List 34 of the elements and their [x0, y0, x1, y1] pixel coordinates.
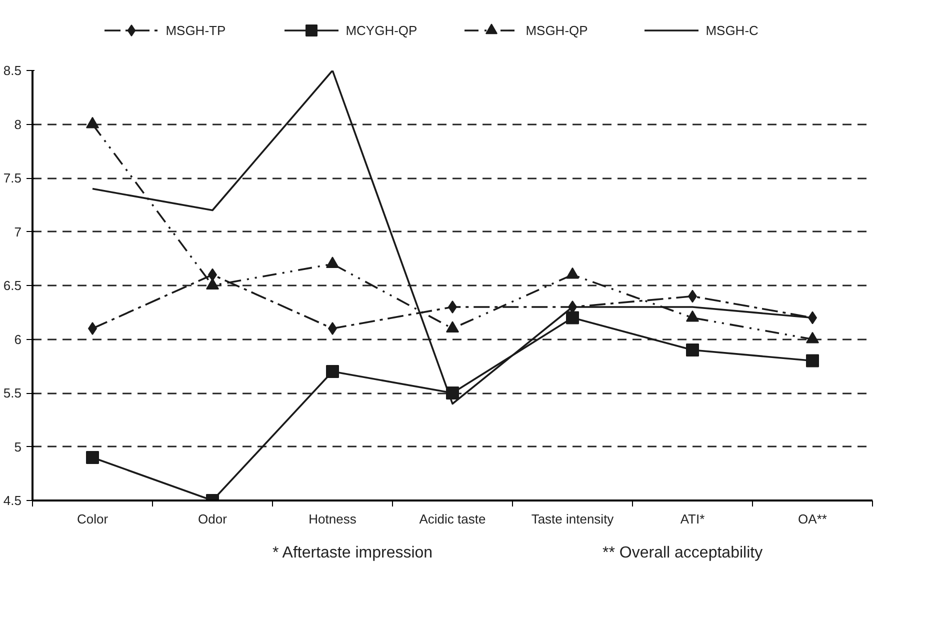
point [566, 311, 579, 324]
x-tick-label: ATI* [680, 512, 705, 526]
x-tick-label: Taste intensity [531, 512, 614, 526]
y-tick-label: 6 [14, 332, 22, 347]
point [326, 256, 339, 268]
text: * Aftertaste impression [272, 544, 433, 562]
x-tick-label: Odor [198, 512, 228, 526]
y-tick-label: 5.5 [3, 386, 22, 400]
point [326, 365, 339, 378]
point [686, 344, 699, 356]
point [806, 354, 819, 368]
point [206, 278, 219, 290]
point [86, 451, 99, 464]
y-tick-label: 5 [14, 439, 22, 454]
point [446, 321, 459, 332]
y-tick-label: 4.5 [3, 493, 22, 508]
legend-label: MSGH-TP [166, 23, 226, 38]
legend-label: MSGH-C [706, 23, 758, 38]
y-tick-label: 6.5 [3, 278, 22, 293]
legend-label: MSGH-QP [526, 23, 588, 38]
y-tick-label: 7 [14, 224, 22, 240]
y-tick-label: 8 [14, 116, 22, 132]
x-tick-label: OA** [798, 512, 827, 526]
point [686, 310, 699, 322]
point [806, 332, 819, 344]
y-tick-label: 7.5 [3, 170, 22, 186]
x-tick-label: Hotness [308, 512, 357, 526]
x-tick-label: Acidic taste [419, 512, 486, 526]
y-tick-label: 8.5 [3, 63, 22, 78]
point [86, 116, 99, 128]
legend-label: MCYGH-QP [346, 23, 418, 38]
point [566, 267, 579, 279]
x-tick-label: Color [76, 512, 109, 526]
text: ** Overall acceptability [602, 544, 763, 562]
